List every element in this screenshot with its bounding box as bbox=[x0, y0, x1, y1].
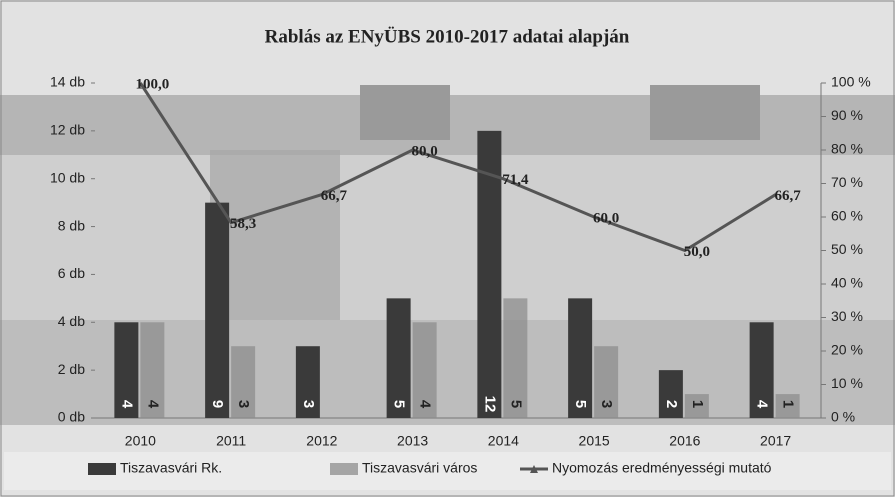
bar bbox=[477, 130, 502, 418]
bar-label: 9 bbox=[209, 400, 226, 408]
bar bbox=[749, 322, 774, 418]
line-label: 71,4 bbox=[502, 172, 529, 188]
bar bbox=[295, 346, 320, 418]
bar bbox=[568, 298, 593, 418]
x-tick-label: 2012 bbox=[306, 433, 337, 449]
y2-tick-label: 70 % bbox=[831, 174, 863, 190]
bar-label: 4 bbox=[118, 400, 135, 409]
y2-tick-label: 40 % bbox=[831, 275, 863, 291]
legend-box bbox=[4, 452, 891, 490]
line-label: 100,0 bbox=[136, 76, 170, 92]
bar-label: 3 bbox=[300, 400, 317, 408]
chart-title: Rablás az ENyÜBS 2010-2017 adatai alapjá… bbox=[265, 26, 630, 47]
y-tick-label: 0 db bbox=[58, 409, 85, 425]
y2-tick-label: 80 % bbox=[831, 141, 863, 157]
bar-label: 1 bbox=[689, 400, 706, 408]
bar bbox=[140, 322, 165, 418]
line-label: 50,0 bbox=[684, 244, 710, 260]
legend-swatch bbox=[330, 463, 358, 475]
y2-tick-label: 30 % bbox=[831, 308, 863, 324]
y2-tick-label: 50 % bbox=[831, 241, 863, 257]
line-label: 66,7 bbox=[321, 188, 348, 204]
bar bbox=[114, 322, 139, 418]
x-tick-label: 2013 bbox=[397, 433, 428, 449]
legend-marker bbox=[530, 465, 538, 473]
y-tick-label: 4 db bbox=[58, 313, 85, 329]
line-label: 60,0 bbox=[593, 210, 619, 226]
bar-label: 3 bbox=[598, 400, 615, 408]
y-tick-label: 14 db bbox=[50, 74, 85, 90]
dormer bbox=[650, 85, 760, 140]
y2-tick-label: 100 % bbox=[831, 74, 871, 90]
y-tick-label: 12 db bbox=[50, 122, 85, 138]
bar-label: 5 bbox=[507, 400, 524, 408]
bar bbox=[658, 370, 683, 418]
x-tick-label: 2015 bbox=[579, 433, 610, 449]
bar bbox=[503, 298, 528, 418]
bar-label: 12 bbox=[481, 396, 498, 413]
x-tick-label: 2016 bbox=[669, 433, 700, 449]
y2-tick-label: 0 % bbox=[831, 409, 855, 425]
bar bbox=[231, 346, 256, 418]
legend-label: Tiszavasvári Rk. bbox=[120, 460, 222, 476]
line-label: 66,7 bbox=[775, 188, 802, 204]
bar bbox=[594, 346, 619, 418]
bar bbox=[412, 322, 437, 418]
bar-label: 4 bbox=[144, 400, 161, 409]
bar-label: 2 bbox=[663, 400, 680, 408]
bar bbox=[205, 202, 230, 418]
y2-tick-label: 90 % bbox=[831, 107, 863, 123]
bar-label: 4 bbox=[417, 400, 434, 409]
bar bbox=[775, 394, 800, 418]
bar-label: 4 bbox=[754, 400, 771, 409]
bar bbox=[386, 298, 411, 418]
y-tick-label: 6 db bbox=[58, 265, 85, 281]
bar-label: 1 bbox=[780, 400, 797, 408]
line-label: 80,0 bbox=[412, 143, 438, 159]
dormer bbox=[360, 85, 450, 140]
x-tick-label: 2014 bbox=[488, 433, 519, 449]
legend-label: Tiszavasvári város bbox=[362, 460, 477, 476]
line bbox=[139, 82, 777, 253]
legend-swatch bbox=[88, 463, 116, 475]
bar-label: 5 bbox=[391, 400, 408, 408]
y-tick-label: 10 db bbox=[50, 169, 85, 185]
y-tick-label: 8 db bbox=[58, 217, 85, 233]
y2-tick-label: 10 % bbox=[831, 375, 863, 391]
bar-label: 5 bbox=[572, 400, 589, 408]
x-tick-label: 2017 bbox=[760, 433, 791, 449]
bar bbox=[684, 394, 709, 418]
y-tick-label: 2 db bbox=[58, 361, 85, 377]
x-tick-label: 2010 bbox=[125, 433, 156, 449]
y2-tick-label: 60 % bbox=[831, 208, 863, 224]
y2-tick-label: 20 % bbox=[831, 342, 863, 358]
legend-label: Nyomozás eredményességi mutató bbox=[552, 460, 772, 476]
bar-label: 3 bbox=[235, 400, 252, 408]
line-label: 58,3 bbox=[230, 216, 256, 232]
x-tick-label: 2011 bbox=[216, 433, 246, 449]
